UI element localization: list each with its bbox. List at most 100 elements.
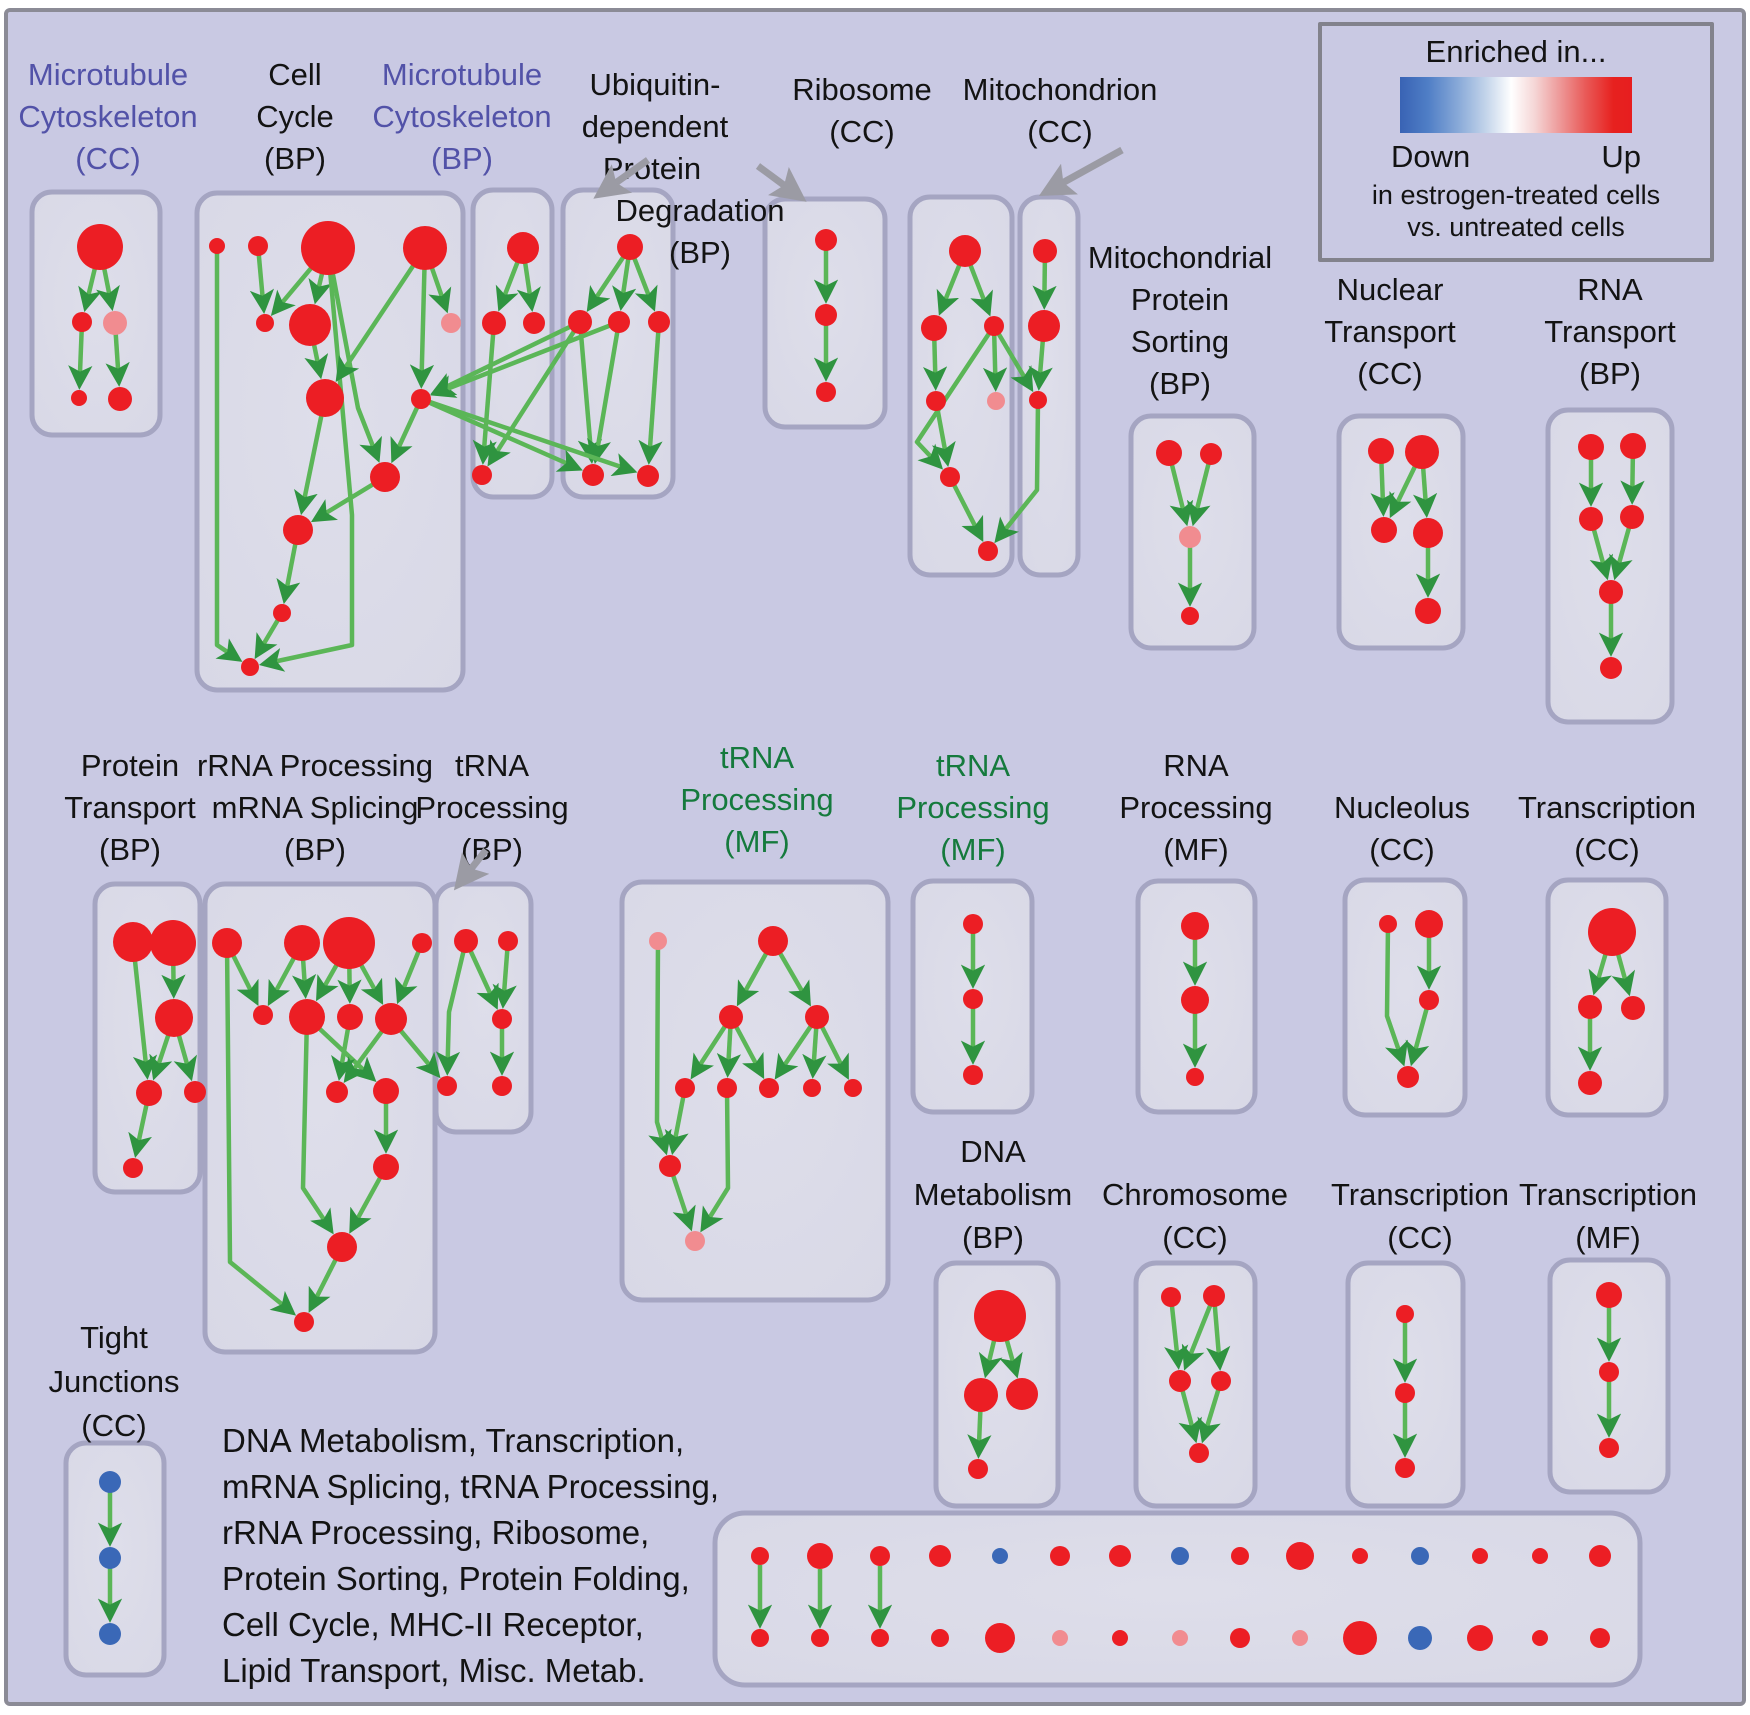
legend-title: Enriched in... — [1425, 34, 1607, 69]
trna-bp-edge — [492, 940, 517, 1009]
cell-cycle-label: Cell — [268, 57, 321, 92]
trna-bp-node-2 — [492, 1009, 512, 1029]
cross-edge — [430, 319, 620, 398]
ubiquitin-node-1 — [568, 310, 592, 334]
cell-cycle-node-4 — [256, 314, 274, 332]
cell-cycle-node-11 — [273, 604, 291, 622]
cell-cycle-edge — [325, 247, 382, 463]
transcription-cc-mid-node-3 — [1578, 1071, 1602, 1095]
label-pointer-arrow — [1038, 146, 1124, 196]
misc-grid-node-bottom-10 — [1343, 1621, 1377, 1655]
nuclear-transport-node-3 — [1413, 518, 1443, 548]
cell-cycle-edge — [390, 398, 424, 464]
mito-sorting-label: Sorting — [1131, 324, 1229, 359]
tight-junctions-label: Junctions — [49, 1364, 180, 1399]
microtubule-bp-node-2 — [523, 312, 545, 334]
microtubule-cc-node-4 — [108, 387, 132, 411]
trna-mf-large-node-7 — [803, 1079, 821, 1097]
transcription-cc-mid-node-2 — [1621, 996, 1645, 1020]
dna-metabolism-node-3 — [968, 1459, 988, 1479]
misc-grid-node-bottom-11 — [1408, 1626, 1432, 1650]
ubiquitin-node-2 — [608, 311, 630, 333]
cell-cycle-edge — [293, 397, 328, 516]
trna-mf-small-label: Processing — [896, 790, 1049, 825]
trna-bp-label: Processing — [415, 790, 568, 825]
transcription-cc-bot-label: (CC) — [1387, 1220, 1452, 1255]
trna-mf-large-edge — [700, 1087, 731, 1233]
microtubule-cc-edge — [68, 321, 93, 390]
mitochondrion-label: Mitochondrion — [963, 72, 1158, 107]
mitochondrion-node-0 — [1033, 239, 1057, 263]
transcription-cc-mid-node-0 — [1588, 908, 1636, 956]
trna-mf-large-node-6 — [759, 1078, 779, 1098]
mito-sorting-node-2 — [1179, 526, 1201, 548]
ribosome-node-1 — [921, 315, 947, 341]
misc-grid-node-bottom-2 — [871, 1629, 889, 1647]
ribosome-edge — [947, 475, 984, 543]
annotation-line: Cell Cycle, MHC-II Receptor, — [222, 1606, 644, 1643]
ribosome-edge — [982, 325, 1008, 392]
microtubule-cc-label: Cytoskeleton — [18, 99, 197, 134]
mito-sorting-node-1 — [1200, 443, 1222, 465]
misc-grid-node-top-7 — [1171, 1547, 1189, 1565]
misc-grid-node-top-6 — [1109, 1545, 1131, 1567]
dna-metabolism-label: (BP) — [962, 1220, 1024, 1255]
trna-mf-large-node-1 — [758, 926, 788, 956]
trna-mf-small-node-2 — [963, 1065, 983, 1085]
rrna-node-10 — [373, 1154, 399, 1180]
microtubule-bp-node-1 — [482, 311, 506, 335]
microtubule-bp-node-3 — [472, 465, 492, 485]
ribosome-node-5 — [940, 467, 960, 487]
transcription-mf-node-1 — [1599, 1362, 1619, 1382]
trna-mf-large-node-0 — [649, 932, 667, 950]
ubiquitin-node-5 — [637, 465, 659, 487]
ubiquitin-edge — [638, 321, 663, 465]
rna-processing-mf-node-2 — [1186, 1068, 1204, 1086]
protein-transport-node-1 — [150, 920, 196, 966]
cell-cycle-edge — [214, 246, 243, 662]
trna-mf-small-label: (MF) — [940, 832, 1005, 867]
tight-junctions-label: (CC) — [81, 1408, 146, 1443]
nuclear-transport-box — [1336, 413, 1466, 651]
ubiquitin-label: (BP) — [669, 235, 731, 270]
rrna-label: mRNA Splicing — [212, 790, 419, 825]
cell-cycle-label: (BP) — [264, 141, 326, 176]
chromosome-node-0 — [1161, 1287, 1181, 1307]
misc-grid-node-top-4 — [992, 1548, 1008, 1564]
misc-grid-node-top-14 — [1589, 1545, 1611, 1567]
misc-grid-node-bottom-14 — [1590, 1628, 1610, 1648]
rna-transport-node-2 — [1579, 507, 1603, 531]
tight-junctions-node-2 — [99, 1623, 121, 1645]
mito-sorting-label: Protein — [1131, 282, 1229, 317]
rrna-node-12 — [294, 1312, 314, 1332]
nuclear-transport-node-0 — [1368, 438, 1394, 464]
misc-grid-node-bottom-7 — [1172, 1630, 1188, 1646]
chromosome-edge — [1197, 1380, 1224, 1444]
misc-grid-node-top-9 — [1286, 1542, 1314, 1570]
dna-metabolism-node-2 — [1006, 1378, 1038, 1410]
microtubule-bp-label: Microtubule — [382, 57, 542, 92]
nucleolus-node-1 — [1415, 910, 1443, 938]
annotation-line: Lipid Transport, Misc. Metab. — [222, 1652, 646, 1689]
protein-transport-label: Transport — [64, 790, 196, 825]
misc-grid-node-top-8 — [1231, 1547, 1249, 1565]
rna-processing-mf-label: Processing — [1119, 790, 1272, 825]
microtubule-bp-box — [470, 187, 555, 500]
rrna-node-5 — [289, 999, 325, 1035]
ubiquitin-2-node-0 — [815, 229, 837, 251]
cell-cycle-node-8 — [411, 389, 431, 409]
protein-transport-edge — [130, 941, 158, 1080]
misc-grid-node-bottom-3 — [931, 1629, 949, 1647]
microtubule-cc-node-0 — [77, 224, 123, 270]
misc-grid-box — [712, 1510, 1643, 1688]
protein-transport-node-4 — [184, 1081, 206, 1103]
nuclear-transport-label: Transport — [1324, 314, 1456, 349]
protein-transport-node-5 — [123, 1158, 143, 1178]
misc-grid-node-bottom-5 — [1052, 1630, 1068, 1646]
transcription-mf-label: Transcription — [1519, 1177, 1697, 1212]
cross-edge — [487, 320, 582, 467]
annotation-line: mRNA Splicing, tRNA Processing, — [222, 1468, 719, 1505]
protein-transport-node-0 — [113, 922, 153, 962]
